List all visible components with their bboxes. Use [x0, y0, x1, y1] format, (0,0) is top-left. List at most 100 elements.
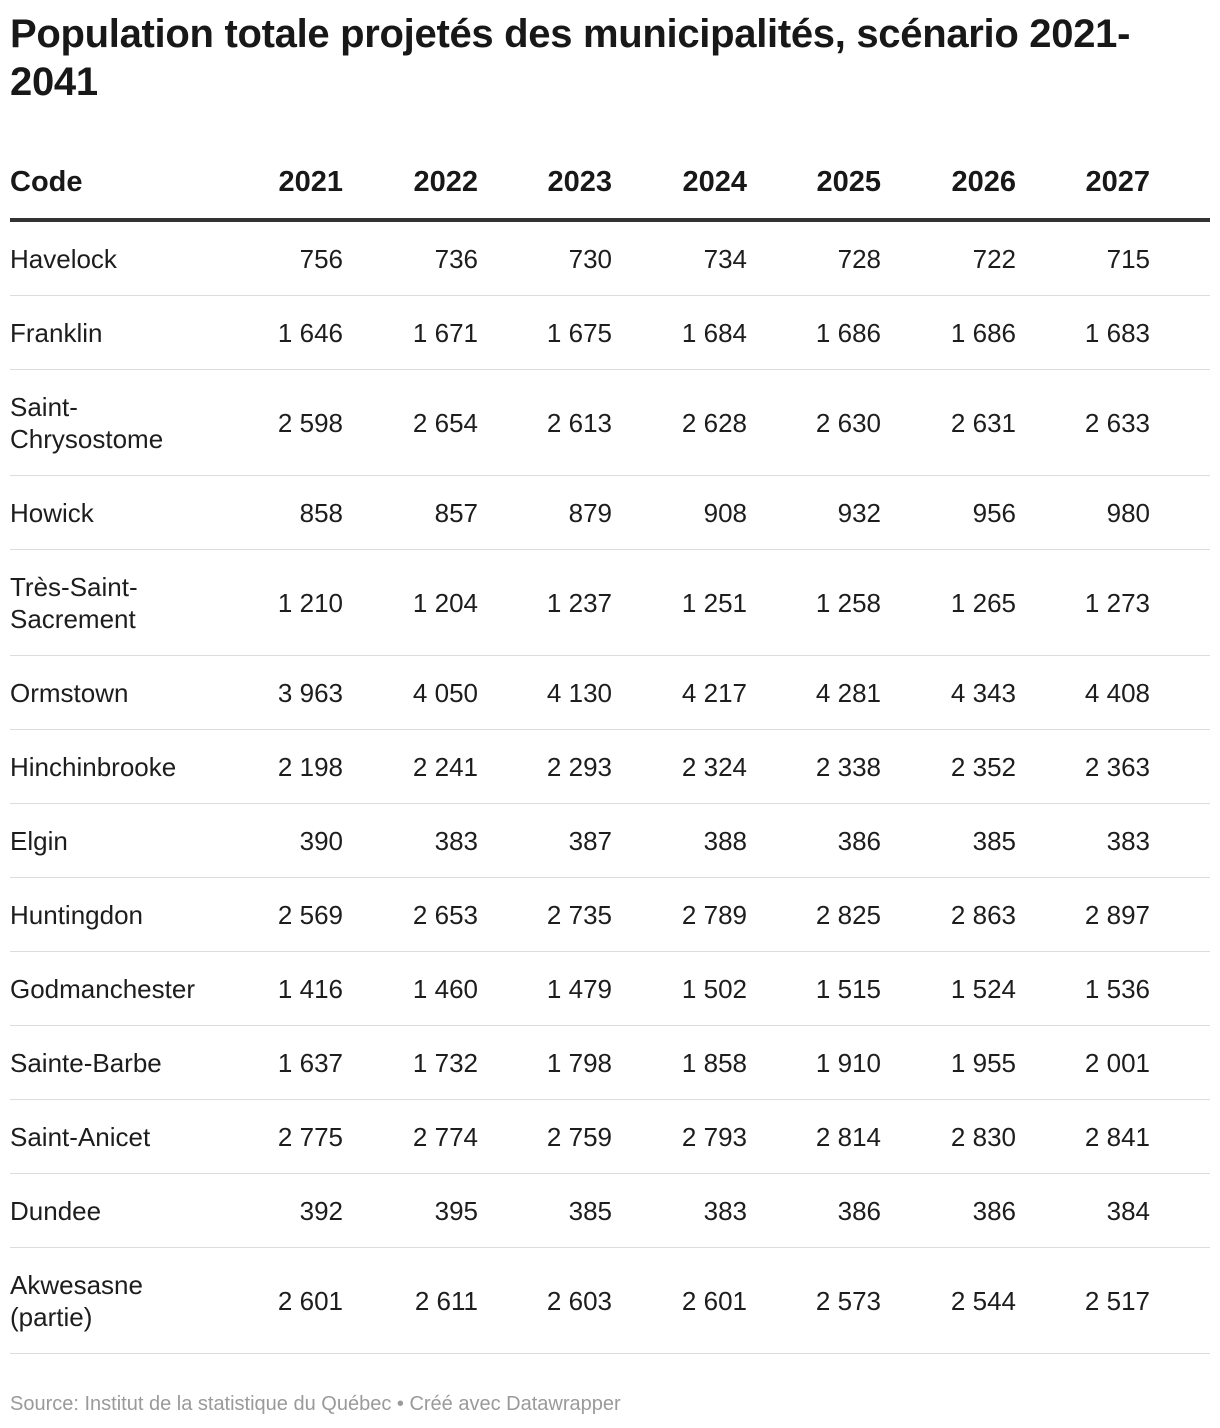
cell-spacer — [1150, 1247, 1210, 1354]
table-row: Très-Saint-Sacrement 1 210 1 204 1 237 1 251… — [10, 549, 1210, 656]
cell-value-2027: 980 — [1016, 475, 1150, 550]
cell-municipality: Havelock — [10, 220, 223, 296]
cell-value-2025: 728 — [747, 220, 881, 296]
table-row: Havelock 756 736 730 734 728 722 715 — [10, 220, 1210, 296]
cell-value-2026: 386 — [881, 1173, 1016, 1248]
cell-value-2024: 1 251 — [612, 549, 747, 656]
cell-value-2023: 1 675 — [478, 295, 612, 370]
cell-value-2023: 2 603 — [478, 1247, 612, 1354]
header-year-2027: 2027 — [1016, 146, 1150, 222]
cell-value-2026: 1 955 — [881, 1025, 1016, 1100]
cell-value-2021: 392 — [223, 1173, 343, 1248]
cell-value-2025: 2 338 — [747, 729, 881, 804]
cell-value-2026: 956 — [881, 475, 1016, 550]
cell-value-2025: 2 825 — [747, 877, 881, 952]
table-row: Franklin 1 646 1 671 1 675 1 684 1 686 1 686 1 … — [10, 295, 1210, 370]
cell-value-2022: 1 671 — [343, 295, 478, 370]
cell-value-2027: 383 — [1016, 803, 1150, 878]
cell-spacer — [1150, 220, 1210, 296]
chart-title: Population totale projetés des municipal… — [10, 12, 1131, 104]
cell-value-2023: 385 — [478, 1173, 612, 1248]
cell-value-2024: 2 789 — [612, 877, 747, 952]
cell-value-2025: 1 686 — [747, 295, 881, 370]
header-year-2021: 2021 — [223, 146, 343, 222]
cell-value-2024: 1 858 — [612, 1025, 747, 1100]
cell-municipality: Elgin — [10, 803, 223, 878]
cell-value-2027: 2 001 — [1016, 1025, 1150, 1100]
cell-municipality: Très-Saint-Sacrement — [10, 549, 223, 656]
cell-value-2024: 383 — [612, 1173, 747, 1248]
cell-spacer — [1150, 655, 1210, 730]
cell-spacer — [1150, 549, 1210, 656]
cell-value-2023: 2 759 — [478, 1099, 612, 1174]
table-row: Godmanchester 1 416 1 460 1 479 1 502 1 515 1 … — [10, 951, 1210, 1026]
cell-municipality: Godmanchester — [10, 951, 223, 1026]
cell-value-2023: 2 735 — [478, 877, 612, 952]
cell-value-2026: 2 352 — [881, 729, 1016, 804]
cell-value-2025: 2 630 — [747, 369, 881, 476]
header-year-2025: 2025 — [747, 146, 881, 222]
cell-value-2027: 2 363 — [1016, 729, 1150, 804]
cell-value-2026: 1 686 — [881, 295, 1016, 370]
table-row: Hinchinbrooke 2 198 2 241 2 293 2 324 2 338 2 … — [10, 729, 1210, 804]
cell-value-2021: 858 — [223, 475, 343, 550]
cell-value-2022: 383 — [343, 803, 478, 878]
cell-value-2025: 1 910 — [747, 1025, 881, 1100]
cell-value-2021: 1 646 — [223, 295, 343, 370]
cell-municipality: Saint-Chrysostome — [10, 369, 223, 476]
cell-spacer — [1150, 295, 1210, 370]
cell-spacer — [1150, 1099, 1210, 1174]
cell-value-2027: 1 683 — [1016, 295, 1150, 370]
cell-value-2022: 395 — [343, 1173, 478, 1248]
cell-value-2021: 1 416 — [223, 951, 343, 1026]
cell-value-2023: 879 — [478, 475, 612, 550]
cell-value-2022: 2 654 — [343, 369, 478, 476]
cell-value-2021: 2 198 — [223, 729, 343, 804]
cell-value-2022: 2 241 — [343, 729, 478, 804]
table-row: Huntingdon 2 569 2 653 2 735 2 789 2 825 2 863… — [10, 877, 1210, 952]
header-code: Code — [10, 146, 223, 222]
cell-value-2027: 715 — [1016, 220, 1150, 296]
cell-value-2027: 2 517 — [1016, 1247, 1150, 1354]
cell-value-2021: 3 963 — [223, 655, 343, 730]
cell-municipality: Franklin — [10, 295, 223, 370]
cell-value-2022: 1 732 — [343, 1025, 478, 1100]
cell-municipality: Akwesasne (partie) — [10, 1247, 223, 1354]
cell-value-2025: 1 258 — [747, 549, 881, 656]
cell-value-2025: 4 281 — [747, 655, 881, 730]
cell-value-2022: 857 — [343, 475, 478, 550]
table-row: Akwesasne (partie) 2 601 2 611 2 603 2 601 2 … — [10, 1247, 1210, 1354]
cell-value-2024: 2 601 — [612, 1247, 747, 1354]
cell-value-2025: 386 — [747, 1173, 881, 1248]
cell-municipality: Ormstown — [10, 655, 223, 730]
cell-value-2026: 1 265 — [881, 549, 1016, 656]
cell-value-2023: 387 — [478, 803, 612, 878]
cell-value-2026: 722 — [881, 220, 1016, 296]
cell-value-2026: 2 544 — [881, 1247, 1016, 1354]
cell-value-2021: 2 569 — [223, 877, 343, 952]
population-table: Code 2021 2022 2023 2024 2025 2026 2027 Haveloc… — [10, 146, 1210, 1354]
cell-value-2025: 2 814 — [747, 1099, 881, 1174]
cell-municipality: Sainte-Barbe — [10, 1025, 223, 1100]
header-year-2022: 2022 — [343, 146, 478, 222]
cell-value-2023: 2 613 — [478, 369, 612, 476]
cell-municipality: Huntingdon — [10, 877, 223, 952]
cell-municipality: Dundee — [10, 1173, 223, 1248]
table-row: Saint-Anicet 2 775 2 774 2 759 2 793 2 814 2 8… — [10, 1099, 1210, 1174]
cell-value-2025: 386 — [747, 803, 881, 878]
cell-spacer — [1150, 729, 1210, 804]
cell-value-2023: 4 130 — [478, 655, 612, 730]
cell-value-2027: 4 408 — [1016, 655, 1150, 730]
cell-value-2026: 1 524 — [881, 951, 1016, 1026]
header-year-2026: 2026 — [881, 146, 1016, 222]
table-row: Saint-Chrysostome 2 598 2 654 2 613 2 628 2 6… — [10, 369, 1210, 476]
table-row: Sainte-Barbe 1 637 1 732 1 798 1 858 1 910 1 9… — [10, 1025, 1210, 1100]
cell-value-2025: 932 — [747, 475, 881, 550]
cell-value-2024: 2 793 — [612, 1099, 747, 1174]
cell-value-2027: 2 633 — [1016, 369, 1150, 476]
cell-value-2026: 2 830 — [881, 1099, 1016, 1174]
cell-value-2023: 730 — [478, 220, 612, 296]
table-row: Elgin 390 383 387 388 386 385 383 — [10, 803, 1210, 878]
cell-value-2026: 385 — [881, 803, 1016, 878]
cell-spacer — [1150, 877, 1210, 952]
